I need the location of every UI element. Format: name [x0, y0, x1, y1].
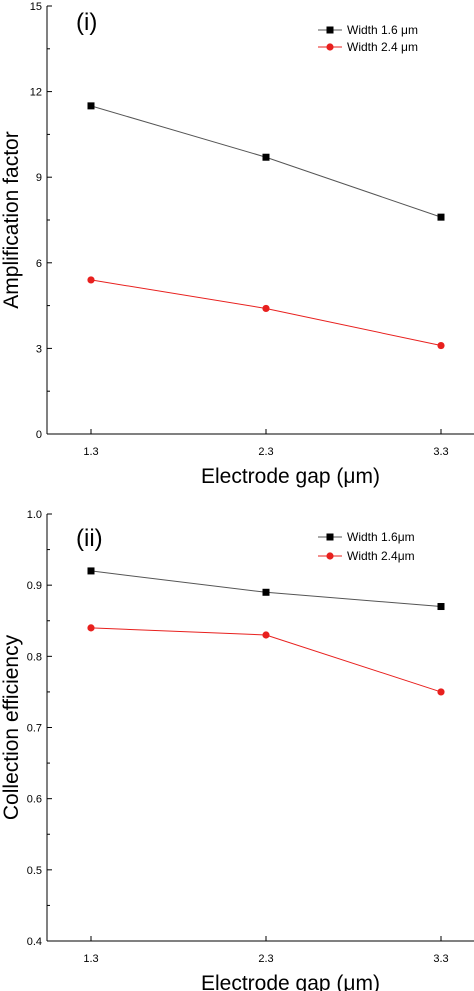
- data-point-square: [437, 603, 445, 611]
- series-line: [90, 279, 442, 347]
- y-tick-label: 0.9: [27, 580, 42, 592]
- x-tick-label: 1.3: [83, 953, 98, 965]
- y-tick-label: 15: [30, 1, 42, 13]
- legend-label: Width 2.4 μm: [347, 40, 418, 54]
- data-point-circle: [262, 304, 270, 313]
- y-tick-label: 12: [30, 87, 42, 99]
- legend-marker-square: [326, 26, 334, 34]
- legend-marker-circle: [326, 552, 334, 560]
- collection-efficiency-chart: 0.4 0.5 0.6 0.7 0.8 0.9 1.0 1.3 2.3 3.3 Electrode …: [0, 509, 474, 991]
- data-point-circle: [262, 631, 270, 639]
- y-tick-label: 0: [36, 429, 42, 441]
- x-axis-title: Electrode gap (μm): [201, 972, 380, 991]
- data-point-square: [437, 213, 445, 221]
- series-line: [90, 570, 442, 608]
- panel-label: (i): [76, 9, 97, 36]
- data-point-square: [87, 102, 95, 110]
- amplification-factor-chart: 0 3 6 9 12 15 1.3 2.3 3.3 Electrode gap (μm) Ampli…: [0, 1, 474, 488]
- y-tick-label: 0.8: [27, 651, 42, 663]
- legend-marker-circle: [326, 43, 334, 51]
- data-point-square: [262, 588, 270, 596]
- x-tick-label: 1.3: [83, 446, 98, 458]
- legend-label: Width 1.6 μm: [347, 23, 418, 37]
- data-point-circle: [437, 341, 445, 350]
- y-tick-label: 6: [36, 258, 42, 270]
- data-point-circle: [437, 688, 445, 696]
- x-tick-label: 3.3: [433, 953, 448, 965]
- y-tick-label: 9: [36, 172, 42, 184]
- legend-label: Width 2.4μm: [347, 549, 415, 563]
- y-tick-label: 0.5: [27, 865, 42, 877]
- legend-marker-square: [326, 533, 334, 541]
- y-tick-label: 0.7: [27, 723, 42, 735]
- y-axis-title: Amplification factor: [0, 131, 23, 308]
- y-tick-label: 0.4: [27, 936, 42, 948]
- data-point-square: [262, 153, 270, 161]
- y-tick-label: 1.0: [27, 509, 42, 521]
- x-tick-label: 2.3: [258, 446, 273, 458]
- y-tick-label: 0.6: [27, 794, 42, 806]
- legend-label: Width 1.6μm: [347, 530, 415, 544]
- x-axis-title: Electrode gap (μm): [201, 465, 380, 488]
- x-tick-label: 3.3: [433, 446, 448, 458]
- x-tick-label: 2.3: [258, 953, 273, 965]
- panel-label: (ii): [76, 525, 103, 552]
- data-point-circle: [87, 624, 95, 632]
- y-tick-label: 3: [36, 343, 42, 355]
- series-line: [90, 105, 442, 218]
- data-point-circle: [87, 276, 95, 284]
- y-axis-title: Collection efficiency: [0, 634, 23, 820]
- data-point-square: [87, 567, 95, 575]
